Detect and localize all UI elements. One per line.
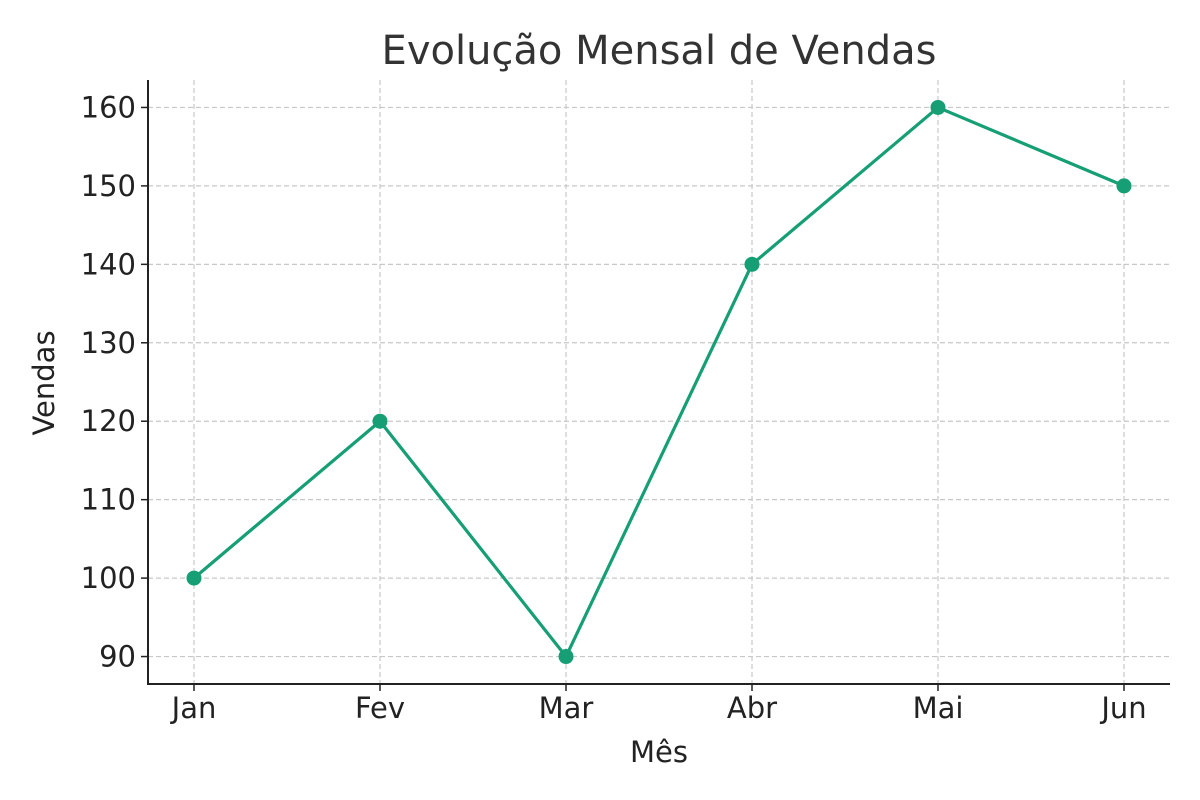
- y-axis-label: Vendas: [27, 330, 61, 435]
- x-tick-marks: [193, 684, 1125, 691]
- x-grid-lines: [193, 80, 1125, 684]
- y-tick-label: 100: [81, 561, 136, 595]
- y-grid-lines: [148, 106, 1170, 658]
- y-tick-marks: [141, 106, 148, 658]
- y-tick-label: 140: [81, 247, 136, 281]
- x-tick-labels: Jan Fev Mar Abr Mai Jun: [170, 691, 1147, 725]
- x-tick-label: Jan: [170, 691, 217, 725]
- data-point: [558, 649, 574, 665]
- x-tick-label: Mar: [539, 691, 594, 725]
- data-point: [186, 570, 202, 586]
- y-tick-label: 150: [81, 169, 136, 203]
- series-line: [192, 105, 1125, 659]
- y-tick-label: 130: [81, 326, 136, 360]
- data-point: [1116, 178, 1132, 194]
- y-tick-label: 110: [81, 483, 136, 517]
- y-tick-label: 160: [81, 90, 136, 124]
- series: [186, 99, 1132, 665]
- y-tick-label: 120: [81, 404, 136, 438]
- x-tick-label: Mai: [913, 691, 964, 725]
- x-tick-label: Abr: [727, 691, 777, 725]
- data-point: [744, 256, 760, 272]
- data-point: [930, 99, 946, 115]
- data-point: [372, 413, 388, 429]
- x-tick-label: Jun: [1099, 691, 1146, 725]
- y-tick-labels: 90 100 110 120 130 140 150 160: [81, 90, 136, 673]
- chart-title: Evolução Mensal de Vendas: [382, 28, 937, 74]
- x-axis-label: Mês: [630, 735, 688, 769]
- x-tick-label: Fev: [355, 691, 405, 725]
- y-tick-label: 90: [99, 640, 136, 674]
